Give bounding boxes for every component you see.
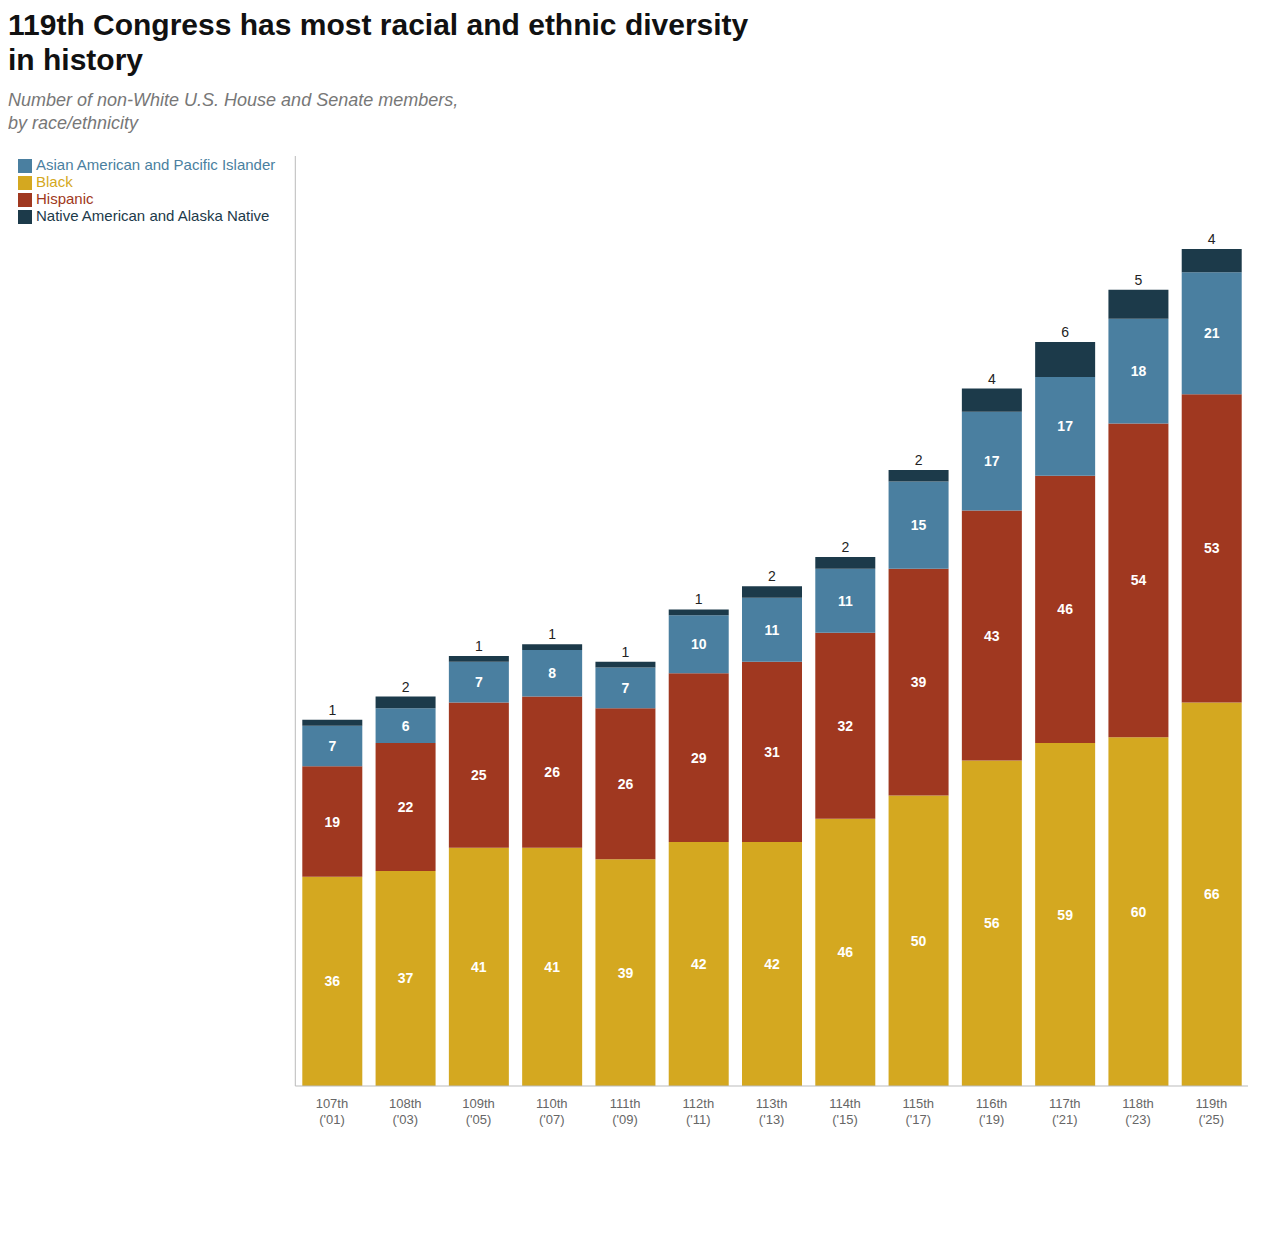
svg-text:1: 1: [475, 638, 483, 654]
html-text:in history: in history: [8, 42, 143, 76]
svg-text:15: 15: [911, 517, 927, 533]
svg-text:7: 7: [328, 738, 336, 754]
svg-text:32: 32: [838, 717, 854, 733]
svg-text:37: 37: [398, 970, 414, 986]
svg-text:66: 66: [1204, 886, 1220, 902]
svg-text:2: 2: [402, 678, 410, 694]
svg-text:43: 43: [984, 627, 1000, 643]
svg-text:26: 26: [544, 764, 560, 780]
svg-text:1: 1: [695, 591, 703, 607]
svg-text:1: 1: [328, 702, 336, 718]
svg-text:109th('05): 109th('05): [462, 1096, 495, 1127]
svg-text:54: 54: [1131, 572, 1147, 588]
svg-text:117th('21): 117th('21): [1049, 1096, 1081, 1127]
svg-text:118th('23): 118th('23): [1122, 1096, 1154, 1127]
svg-text:41: 41: [544, 959, 560, 975]
svg-text:17: 17: [984, 453, 1000, 469]
svg-text:115th('17): 115th('17): [902, 1096, 934, 1127]
html-text:Native American and Alaska Nat: Native American and Alaska Native: [36, 206, 270, 224]
svg-text:42: 42: [764, 956, 780, 972]
svg-text:7: 7: [475, 674, 483, 690]
svg-text:53: 53: [1204, 540, 1220, 556]
svg-text:17: 17: [1057, 418, 1073, 434]
svg-text:26: 26: [618, 776, 634, 792]
svg-text:5: 5: [1135, 271, 1143, 287]
svg-text:108th('03): 108th('03): [389, 1096, 422, 1127]
svg-text:1: 1: [622, 643, 630, 659]
svg-text:29: 29: [691, 749, 707, 765]
svg-text:7: 7: [622, 680, 630, 696]
svg-text:107th('01): 107th('01): [316, 1096, 349, 1127]
svg-text:10: 10: [691, 636, 707, 652]
html-text:Hispanic: Hispanic: [36, 189, 94, 207]
svg-text:110th('07): 110th('07): [536, 1096, 568, 1127]
svg-text:21: 21: [1204, 325, 1220, 341]
html-text:Number of non-White U.S. House: Number of non-White U.S. House and Senat…: [8, 90, 459, 110]
svg-text:19: 19: [325, 813, 341, 829]
svg-text:41: 41: [471, 959, 487, 975]
html-text:Black: Black: [36, 172, 73, 190]
svg-text:1: 1: [548, 626, 556, 642]
svg-text:11: 11: [765, 621, 780, 637]
svg-text:46: 46: [1057, 601, 1073, 617]
svg-text:4: 4: [988, 370, 996, 386]
svg-text:36: 36: [325, 973, 341, 989]
svg-text:22: 22: [398, 799, 414, 815]
svg-text:42: 42: [691, 956, 707, 972]
svg-text:2: 2: [841, 539, 849, 555]
svg-text:25: 25: [471, 767, 487, 783]
svg-text:60: 60: [1131, 903, 1147, 919]
svg-text:31: 31: [764, 744, 780, 760]
html-text:by race/ethnicity: by race/ethnicity: [8, 113, 139, 134]
svg-text:18: 18: [1131, 363, 1147, 379]
svg-text:111th('09): 111th('09): [610, 1096, 641, 1127]
svg-text:39: 39: [911, 674, 927, 690]
svg-text:6: 6: [1061, 324, 1069, 340]
svg-text:46: 46: [838, 944, 854, 960]
svg-text:119th('25): 119th('25): [1196, 1096, 1228, 1127]
svg-text:8: 8: [548, 665, 556, 681]
svg-text:11: 11: [838, 592, 853, 608]
svg-text:56: 56: [984, 915, 1000, 931]
html-text:119th Congress has most racial: 119th Congress has most racial and ethni…: [8, 8, 749, 41]
svg-text:50: 50: [911, 932, 927, 948]
svg-text:112th('11): 112th('11): [683, 1096, 715, 1127]
svg-text:2: 2: [915, 452, 923, 468]
svg-text:59: 59: [1057, 906, 1073, 922]
svg-text:114th('15): 114th('15): [829, 1096, 861, 1127]
svg-text:39: 39: [618, 964, 634, 980]
svg-text:2: 2: [768, 568, 776, 584]
svg-text:4: 4: [1208, 231, 1216, 247]
svg-text:113th('13): 113th('13): [756, 1096, 788, 1127]
svg-text:116th('19): 116th('19): [976, 1096, 1008, 1127]
svg-text:6: 6: [402, 717, 410, 733]
html-text:Asian American and Pacific Isl: Asian American and Pacific Islander: [36, 155, 276, 173]
